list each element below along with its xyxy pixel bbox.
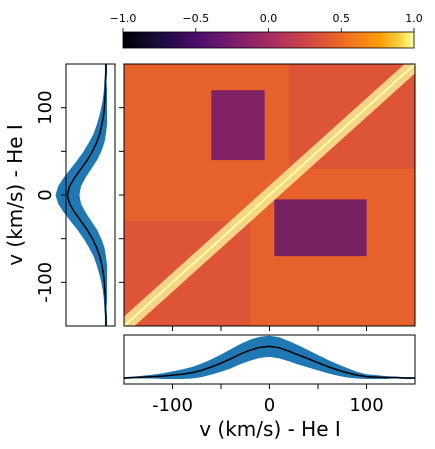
y-axis-label: v (km/s) - He I: [3, 124, 27, 266]
heatmap-panel: [119, 63, 416, 331]
bottom-profile-ticks: -100 0 100: [152, 384, 384, 416]
colorbar-tick-label: 1.0: [405, 12, 423, 25]
heatmap-ticks: [119, 107, 367, 331]
heatmap-block: [211, 90, 265, 161]
heatmap-cells: [124, 64, 415, 326]
heatmap-block: [274, 199, 367, 257]
left-profile-y-tick-label: 0: [35, 189, 56, 200]
colorbar-gradient: [122, 31, 415, 49]
bottom-profile-x-tick-label: 100: [349, 395, 383, 416]
bottom-profile-x-tick-label: 0: [264, 395, 275, 416]
colorbar-tick-label: −0.5: [182, 12, 209, 25]
left-profile-ticks: 100 0 -100: [35, 90, 66, 303]
x-axis-label: v (km/s) - He I: [199, 417, 341, 441]
left-profile-y-tick-label: 100: [35, 90, 56, 124]
bottom-profile-panel: -100 0 100 v (km/s) - He I: [123, 334, 416, 441]
bottom-profile-plot: [123, 335, 415, 379]
colorbar-tick-label: 0.5: [333, 12, 351, 25]
heatmap-diagonal-core: [124, 64, 415, 326]
left-profile-panel: 100 0 -100 v (km/s) - He I: [3, 63, 116, 327]
left-profile-mean-line: [66, 64, 107, 326]
bottom-profile-spread-band: [124, 335, 415, 379]
colorbar-tick-label: −1.0: [110, 12, 137, 25]
colorbar-ticks: −1.0 −0.5 0.0 0.5 1.0: [110, 12, 423, 32]
colorbar-tick-label: 0.0: [260, 12, 278, 25]
left-profile-y-tick-label: -100: [35, 262, 56, 303]
bottom-profile-x-tick-label: -100: [152, 395, 193, 416]
colorbar: −1.0 −0.5 0.0 0.5 1.0: [110, 12, 423, 49]
bottom-profile-mean-line: [123, 345, 415, 379]
